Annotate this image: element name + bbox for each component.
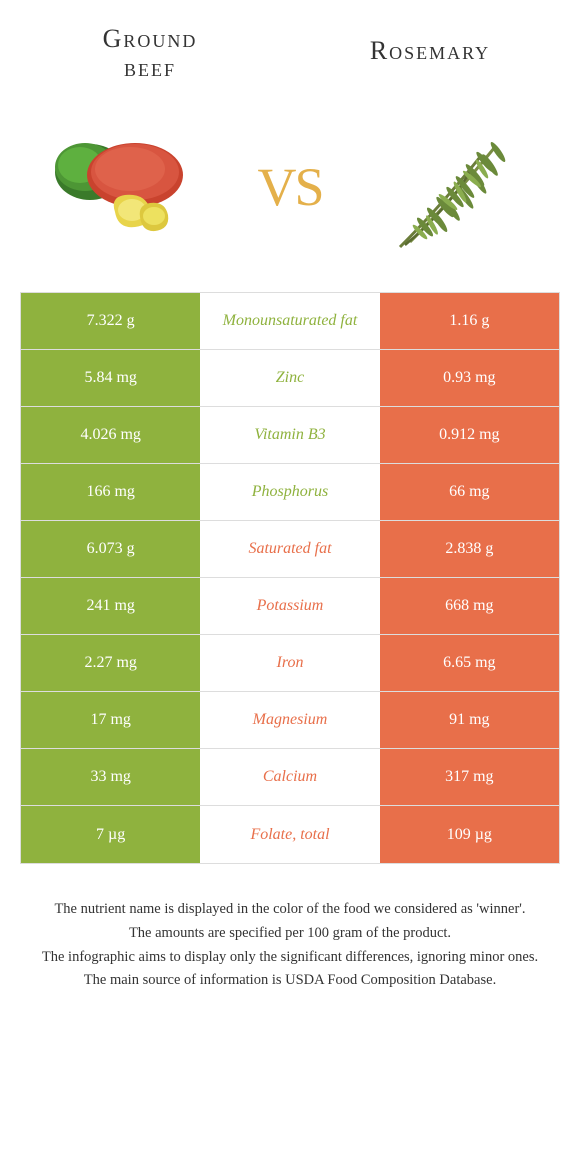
table-row: 7 µgFolate, total109 µg [21,806,559,863]
table-row: 4.026 mgVitamin B30.912 mg [21,407,559,464]
right-title-text: Rosemary [370,36,490,65]
left-value: 4.026 mg [21,407,200,463]
table-row: 2.27 mgIron6.65 mg [21,635,559,692]
nutrient-label: Phosphorus [200,464,379,520]
ground-beef-image [30,112,210,262]
table-row: 17 mgMagnesium91 mg [21,692,559,749]
vs-label: VS [257,156,322,218]
left-title-line1: Ground [50,25,250,54]
rosemary-image [370,112,550,262]
footer-notes: The nutrient name is displayed in the co… [0,864,580,1014]
left-title-line2: beef [50,54,250,83]
table-row: 5.84 mgZinc0.93 mg [21,350,559,407]
left-value: 2.27 mg [21,635,200,691]
right-value: 6.65 mg [380,635,559,691]
header: Ground beef Rosemary [0,0,580,92]
table-row: 7.322 gMonounsaturated fat1.16 g [21,293,559,350]
left-value: 241 mg [21,578,200,634]
left-value: 7.322 g [21,293,200,349]
footer-line2: The amounts are specified per 100 gram o… [30,923,550,945]
nutrient-label: Calcium [200,749,379,805]
nutrient-label: Saturated fat [200,521,379,577]
left-food-title: Ground beef [50,25,250,82]
nutrient-label: Vitamin B3 [200,407,379,463]
footer-line1: The nutrient name is displayed in the co… [30,899,550,921]
right-value: 91 mg [380,692,559,748]
nutrient-table: 7.322 gMonounsaturated fat1.16 g5.84 mgZ… [20,292,560,864]
table-row: 6.073 gSaturated fat2.838 g [21,521,559,578]
left-value: 5.84 mg [21,350,200,406]
right-value: 668 mg [380,578,559,634]
right-value: 66 mg [380,464,559,520]
nutrient-label: Zinc [200,350,379,406]
nutrient-label: Magnesium [200,692,379,748]
table-row: 241 mgPotassium668 mg [21,578,559,635]
nutrient-label: Monounsaturated fat [200,293,379,349]
table-row: 33 mgCalcium317 mg [21,749,559,806]
right-value: 2.838 g [380,521,559,577]
right-value: 1.16 g [380,293,559,349]
nutrient-label: Iron [200,635,379,691]
right-value: 317 mg [380,749,559,805]
left-value: 166 mg [21,464,200,520]
left-value: 6.073 g [21,521,200,577]
right-value: 0.912 mg [380,407,559,463]
right-value: 0.93 mg [380,350,559,406]
right-food-title: Rosemary [330,25,530,82]
nutrient-label: Potassium [200,578,379,634]
left-value: 7 µg [21,806,200,863]
nutrient-label: Folate, total [200,806,379,863]
footer-line4: The main source of information is USDA F… [30,970,550,992]
table-row: 166 mgPhosphorus66 mg [21,464,559,521]
left-value: 17 mg [21,692,200,748]
images-row: VS [0,92,580,292]
footer-line3: The infographic aims to display only the… [30,947,550,969]
right-value: 109 µg [380,806,559,863]
left-value: 33 mg [21,749,200,805]
